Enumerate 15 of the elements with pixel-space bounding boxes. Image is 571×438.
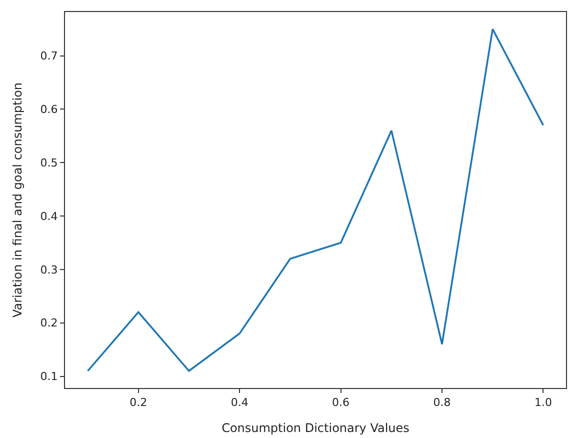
x-axis-title: Consumption Dictionary Values — [222, 421, 410, 436]
x-tick-label: 0.6 — [332, 396, 350, 410]
y-tick-label: 0.1 — [40, 370, 58, 384]
y-tick-label: 0.2 — [40, 316, 58, 330]
line-series — [86, 28, 544, 372]
y-tick-label: 0.6 — [40, 103, 58, 116]
x-tick-label: 0.2 — [130, 396, 148, 410]
x-tick-label: 0.8 — [433, 396, 451, 410]
x-tick-label: 1.0 — [534, 396, 552, 410]
x-tick-label: 0.4 — [230, 396, 248, 410]
y-tick-label: 0.4 — [40, 210, 58, 223]
y-tick-label: 0.5 — [40, 156, 58, 170]
y-tick-label: 0.3 — [40, 263, 58, 276]
y-tick-label: 0.7 — [40, 50, 58, 63]
y-axis-title: Variation in final and goal consumption — [10, 82, 25, 318]
